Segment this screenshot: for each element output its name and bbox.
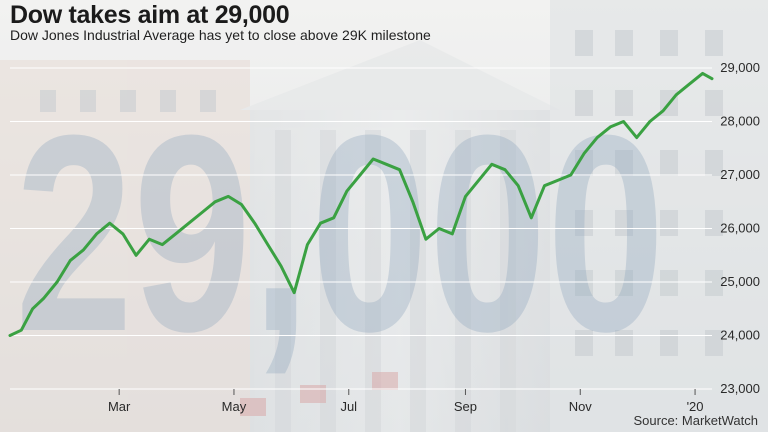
x-tick-label: Sep	[454, 399, 477, 414]
x-axis-ticks: Mar May Jul Sep Nov '20	[108, 389, 704, 414]
series-line	[8, 71, 714, 337]
y-tick-label: 23,000	[720, 381, 760, 396]
x-tick-label: Nov	[569, 399, 593, 414]
y-tick-label: 27,000	[720, 167, 760, 182]
chart-subtitle: Dow Jones Industrial Average has yet to …	[10, 27, 431, 43]
y-axis-ticks: 23,000 24,000 25,000 26,000 27,000 28,000 29,0…	[720, 60, 760, 396]
windows	[40, 30, 723, 356]
x-tick-label: May	[222, 399, 247, 414]
y-tick-label: 26,000	[720, 221, 760, 236]
x-tick-label: '20	[687, 399, 704, 414]
y-tick-label: 28,000	[720, 114, 760, 129]
x-tick-label: Jul	[340, 399, 357, 414]
y-tick-label: 24,000	[720, 328, 760, 343]
chart-title: Dow takes aim at 29,000	[10, 1, 290, 29]
x-tick-label: Mar	[108, 399, 131, 414]
y-tick-label: 29,000	[720, 60, 760, 75]
columns	[275, 130, 516, 432]
y-tick-label: 25,000	[720, 274, 760, 289]
source-credit: Source: MarketWatch	[633, 413, 758, 428]
